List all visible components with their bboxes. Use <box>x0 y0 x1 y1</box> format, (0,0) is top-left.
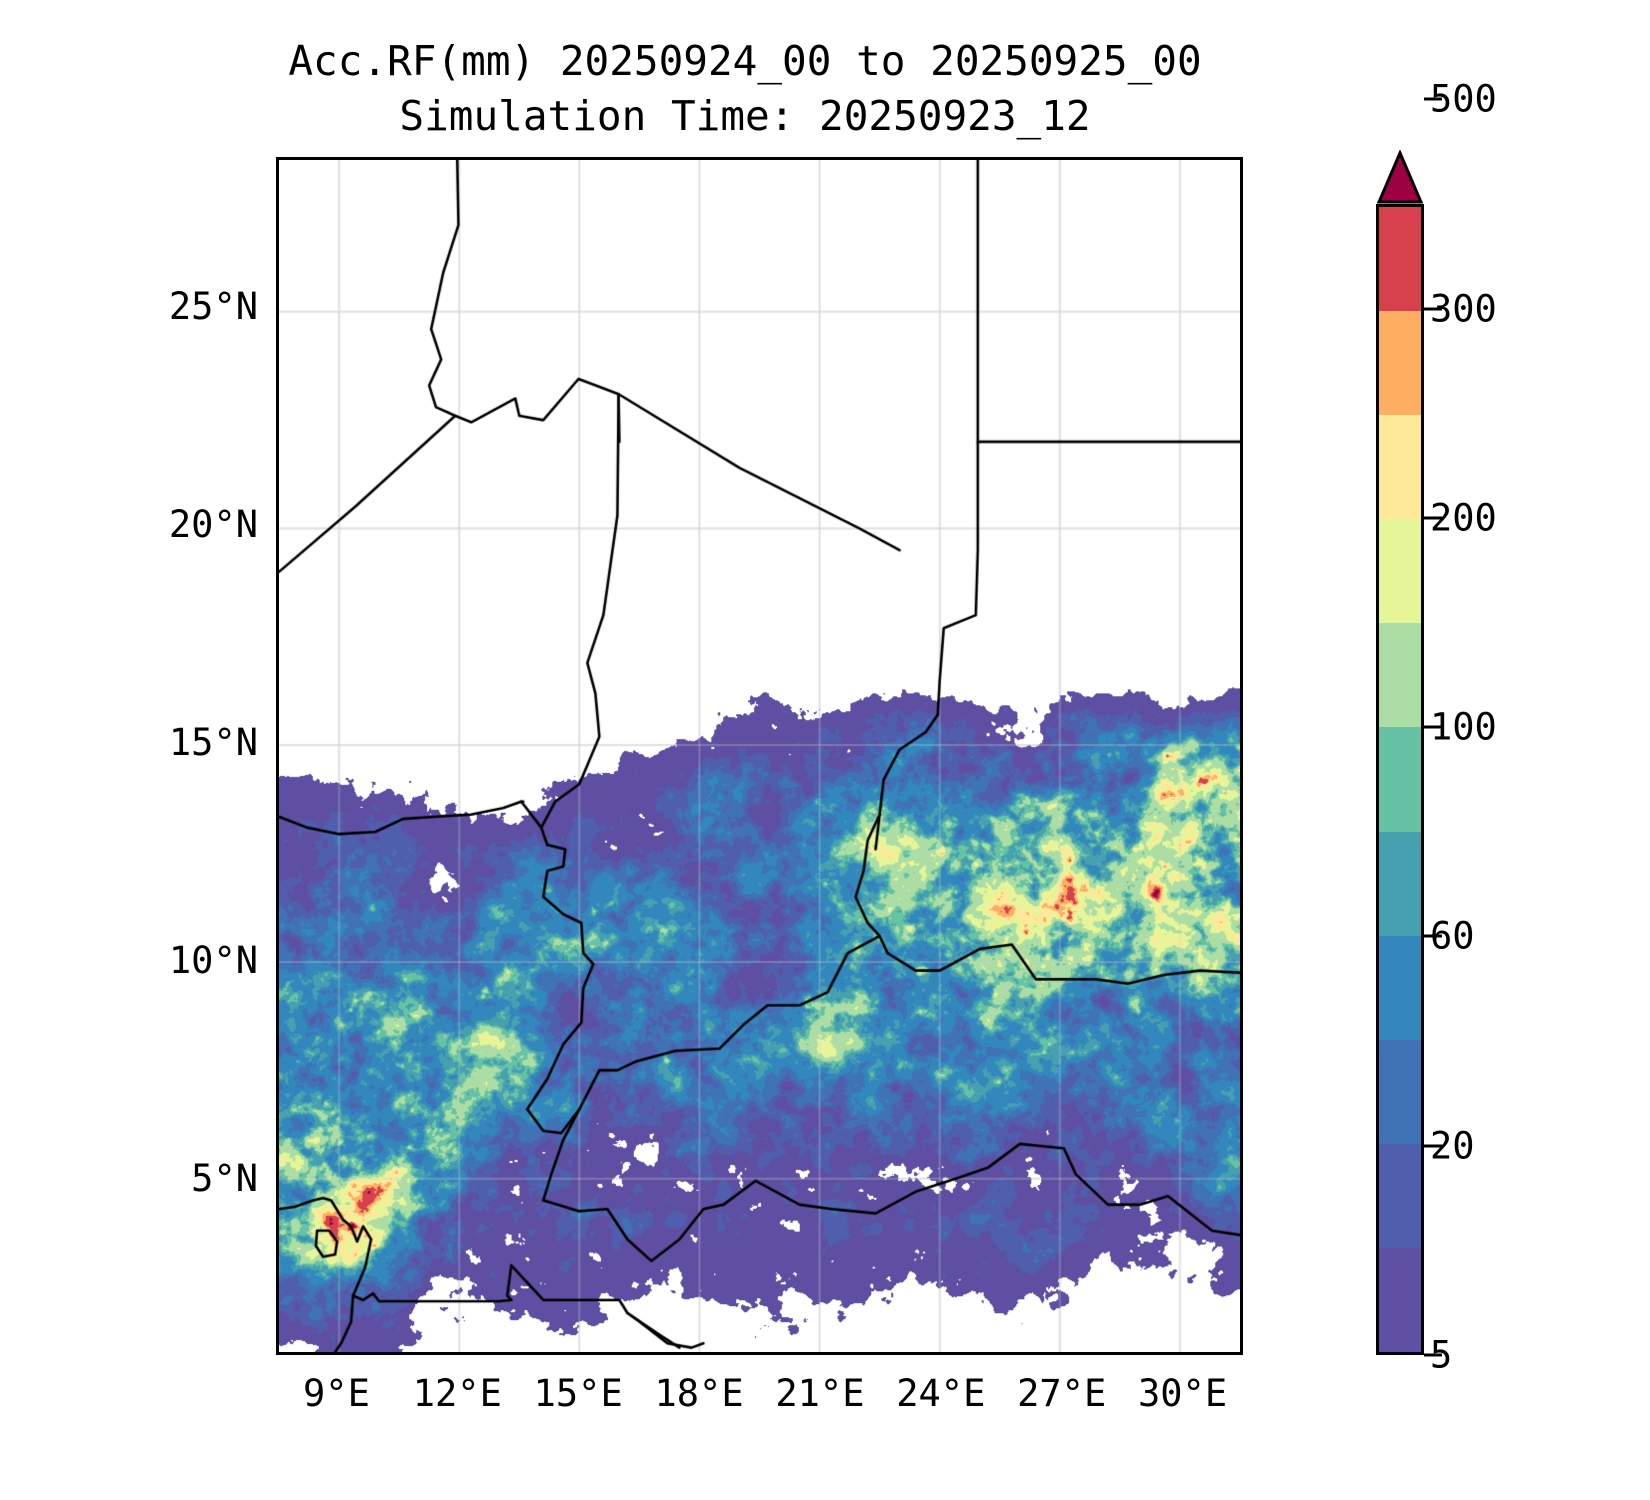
colorbar-tick-mark <box>1424 725 1442 729</box>
longitude-tick-label: 15°E <box>533 1372 623 1415</box>
colorbar-band <box>1379 1247 1421 1353</box>
longitude-tick-label: 9°E <box>303 1372 370 1415</box>
colorbar-extend-arrow-icon <box>1376 150 1424 204</box>
colorbar-band <box>1379 519 1421 624</box>
colorbar <box>1376 150 1424 1355</box>
colorbar-tick-mark <box>1424 307 1442 311</box>
colorbar-tick-label: 200 <box>1430 496 1497 540</box>
rainfall-heatmap-canvas <box>279 160 1240 1352</box>
colorbar-band <box>1379 311 1421 416</box>
colorbar-tick-label: 500 <box>1430 77 1497 121</box>
longitude-tick-label: 24°E <box>896 1372 986 1415</box>
colorbar-tick-label: 60 <box>1430 914 1475 958</box>
colorbar-tick-label: 300 <box>1430 287 1497 331</box>
longitude-tick-label: 18°E <box>654 1372 744 1415</box>
page-title: Acc.RF(mm) 20250924_00 to 20250925_00 <box>288 37 1202 85</box>
colorbar-tick-mark <box>1424 516 1442 520</box>
latitude-tick-label: 5°N <box>191 1156 258 1200</box>
colorbar-band <box>1379 831 1421 936</box>
latitude-tick-label: 15°N <box>168 721 258 765</box>
latitude-tick-label: 25°N <box>168 285 258 329</box>
colorbar-tick-label: 20 <box>1430 1124 1475 1168</box>
longitude-tick-label: 12°E <box>412 1372 502 1415</box>
colorbar-tick-mark <box>1424 934 1442 938</box>
colorbar-band <box>1379 207 1421 312</box>
colorbar-band <box>1379 415 1421 520</box>
colorbar-band <box>1379 1143 1421 1248</box>
figure-title-block: Acc.RF(mm) 20250924_00 to 20250925_00 Si… <box>0 34 1490 144</box>
longitude-tick-label: 30°E <box>1138 1372 1228 1415</box>
colorbar-tick-mark <box>1424 1144 1442 1148</box>
colorbar-tick-mark <box>1424 1353 1442 1357</box>
colorbar-band <box>1379 1039 1421 1144</box>
colorbar-tick-label: 5 <box>1430 1333 1453 1377</box>
map-plot-area <box>276 157 1243 1355</box>
colorbar-tick-label: 100 <box>1430 705 1497 749</box>
figure-subtitle: Simulation Time: 20250923_12 <box>399 92 1091 140</box>
colorbar-band <box>1379 623 1421 728</box>
longitude-tick-label: 21°E <box>775 1372 865 1415</box>
colorbar-tick-mark <box>1424 97 1442 101</box>
latitude-tick-label: 10°N <box>168 938 258 982</box>
latitude-tick-label: 20°N <box>168 503 258 547</box>
colorbar-bands <box>1376 204 1424 1355</box>
colorbar-band <box>1379 935 1421 1040</box>
longitude-tick-label: 27°E <box>1017 1372 1107 1415</box>
colorbar-band <box>1379 727 1421 832</box>
